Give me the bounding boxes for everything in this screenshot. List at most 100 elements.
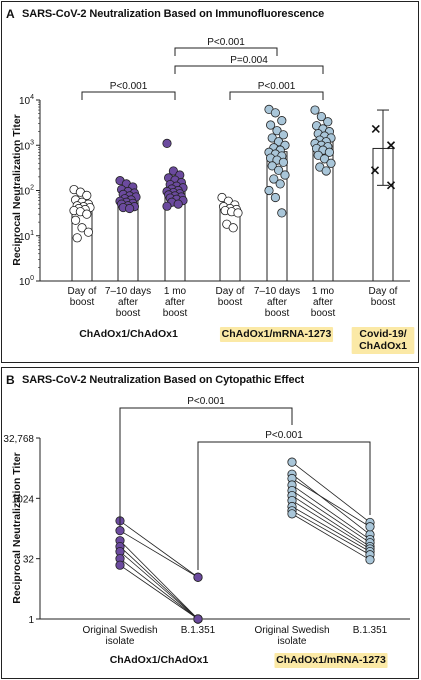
- data-point: [162, 201, 172, 211]
- panel-a-bar-chart: 100 101 102 103 104 Reciprocal Neutralization…: [11, 37, 415, 354]
- group-label: ChAdOx1/ChAdOx1: [79, 328, 178, 340]
- data-point: [264, 185, 274, 196]
- significance-bracket: [81, 91, 176, 100]
- panel-a-letter: A: [6, 7, 15, 21]
- y-tick-label: 32,768: [3, 434, 34, 445]
- group-label: ChAdOx1: [359, 340, 407, 352]
- data-point: [386, 181, 396, 190]
- data-point: [272, 126, 282, 136]
- x-tick-label: B.1.351: [353, 625, 388, 636]
- pair-line: [119, 546, 199, 620]
- x-tick-label: 7–10 days: [254, 286, 300, 297]
- pair-line: [291, 473, 371, 535]
- data-point: [365, 555, 375, 565]
- data-point: [269, 174, 279, 184]
- x-tick-label: isolate: [278, 636, 307, 647]
- data-point: [326, 158, 336, 168]
- significance-bracket: [229, 91, 324, 100]
- y-tick-label: 104: [19, 94, 34, 107]
- x-tick-label: 1 mo: [312, 286, 335, 297]
- group-label-highlight: [351, 327, 415, 354]
- p-value-label: P<0.001: [258, 81, 296, 92]
- panel-a-title: SARS-CoV-2 Neutralization Based on Immun…: [22, 8, 325, 20]
- x-tick-label: boost: [70, 297, 95, 308]
- data-point: [370, 166, 380, 175]
- group-label: ChAdOx1/mRNA-1273: [276, 654, 386, 666]
- data-point: [82, 209, 92, 219]
- pair-line: [291, 484, 371, 540]
- y-tick-label: 1024: [12, 494, 35, 505]
- data-point: [316, 111, 326, 122]
- data-point: [371, 124, 380, 133]
- x-tick-label: isolate: [106, 636, 135, 647]
- x-tick-label: after: [313, 297, 334, 308]
- group-label-highlight: [219, 327, 334, 342]
- x-tick-label: boost: [163, 308, 188, 319]
- x-tick-label: Day of: [216, 286, 245, 297]
- data-point: [319, 154, 330, 164]
- data-point: [125, 203, 135, 214]
- x-tick-label: after: [118, 297, 139, 308]
- pair-line: [291, 500, 371, 550]
- data-point: [321, 166, 331, 176]
- data-point: [162, 138, 172, 148]
- p-value-label: P<0.001: [110, 81, 148, 92]
- data-point: [115, 560, 125, 570]
- pair-line: [291, 461, 371, 523]
- data-point: [277, 116, 287, 126]
- significance-bracket: [174, 47, 278, 56]
- y-tick-label: 102: [19, 185, 34, 198]
- data-point: [193, 572, 203, 582]
- pair-line: [119, 530, 199, 578]
- data-point: [277, 208, 287, 218]
- data-point: [228, 223, 238, 233]
- x-tick-label: boost: [311, 308, 336, 319]
- pair-line: [119, 551, 199, 620]
- data-point: [83, 227, 94, 237]
- panel-b-title: SARS-CoV-2 Neutralization Based on Cytop…: [22, 374, 305, 386]
- pair-line: [119, 540, 199, 620]
- x-tick-label: after: [165, 297, 186, 308]
- x-tick-label: Day of: [68, 286, 97, 297]
- p-value-label: P<0.001: [207, 37, 245, 48]
- pair-line: [119, 558, 199, 620]
- x-tick-label: 7–10 days: [105, 286, 151, 297]
- data-point: [270, 192, 280, 203]
- significance-bracket: [174, 65, 324, 74]
- y-tick-label: 100: [19, 275, 34, 288]
- x-tick-label: Original Swedish: [82, 625, 157, 636]
- significance-bracket: [119, 407, 293, 527]
- data-point: [265, 120, 276, 130]
- data-point: [278, 157, 288, 167]
- p-value-label: P<0.001: [187, 396, 225, 407]
- data-point: [273, 165, 284, 175]
- pair-line: [291, 506, 371, 552]
- data-point: [386, 141, 396, 150]
- data-point: [365, 522, 375, 532]
- data-point: [278, 130, 288, 140]
- x-tick-label: boost: [265, 308, 290, 319]
- data-point: [324, 147, 334, 157]
- panel-b-letter: B: [6, 373, 15, 387]
- data-point: [233, 208, 243, 218]
- x-tick-label: 1 mo: [164, 286, 187, 297]
- significance-bracket: [197, 441, 371, 570]
- pair-line: [291, 510, 371, 556]
- data-point: [287, 509, 297, 519]
- group-label: ChAdOx1/ChAdOx1: [110, 654, 209, 666]
- panel-a-frame: [1, 1, 419, 363]
- y-tick-label: 101: [19, 230, 34, 243]
- data-point: [310, 105, 320, 115]
- x-tick-label: Original Swedish: [254, 625, 329, 636]
- y-tick-label: 103: [19, 139, 34, 152]
- pair-line: [119, 564, 199, 620]
- data-point: [82, 190, 92, 200]
- data-point: [287, 457, 297, 467]
- pair-line: [291, 513, 371, 561]
- data-point: [193, 614, 203, 624]
- x-tick-label: after: [267, 297, 288, 308]
- y-axis-label: Reciprocal Neutralization Titer: [11, 114, 23, 266]
- data-point: [71, 215, 81, 225]
- y-tick-label: 32: [23, 555, 35, 566]
